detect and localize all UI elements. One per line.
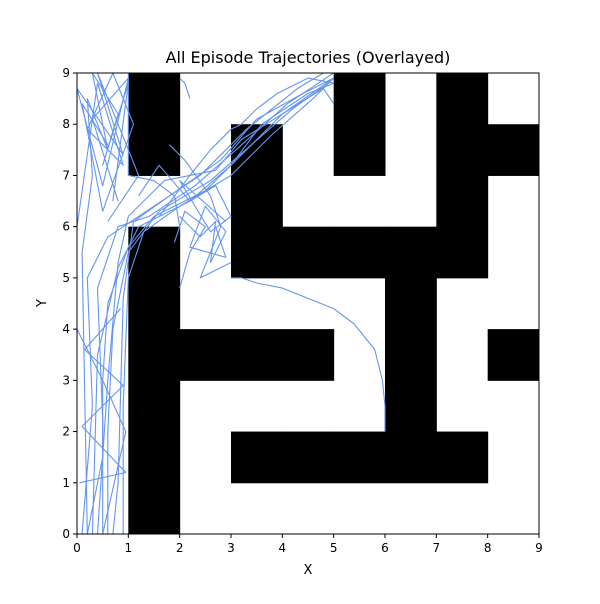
plot-frame [76,72,540,535]
y-tick-label: 6 [62,220,70,234]
wall-cell [436,431,489,484]
x-tick-label: 9 [535,541,543,555]
wall-cell [128,277,181,330]
wall-cell [333,73,386,125]
y-tick-label: 8 [62,117,70,131]
x-axis-label: X [304,563,313,578]
trajectory-line [158,77,334,217]
y-tick-label: 9 [62,66,70,80]
x-tick-label: 5 [330,541,338,555]
wall-cell [231,431,283,484]
y-tick-label: 2 [62,425,70,439]
wall-cell [385,431,437,484]
y-tick-label: 1 [62,476,70,490]
wall-cell [385,329,437,381]
wall-cell [436,226,489,279]
x-tick-label: 7 [433,541,441,555]
wall-cell [282,226,335,279]
trajectory-line [79,308,127,484]
wall-cell [333,431,386,484]
trajectory-line [169,144,232,279]
x-axis-ticks: 0 1 2 3 4 5 6 7 8 9 [73,534,543,555]
wall-cell [282,329,335,381]
wall-cell [436,175,489,228]
wall-cell [128,124,181,176]
trajectory-line [179,205,227,264]
wall-cell [385,380,437,433]
trajectory-line [81,72,324,535]
wall-cell [231,226,283,279]
chart-title: All Episode Trajectories (Overlayed) [166,48,451,67]
x-tick-label: 1 [125,541,133,555]
trajectory-line [231,277,386,432]
trajectory-line [81,72,129,535]
wall-cell [436,124,489,176]
wall-cell [128,482,181,535]
trajectory-line [127,73,206,289]
x-tick-label: 8 [484,541,492,555]
wall-cell [128,73,181,125]
y-tick-label: 3 [62,373,70,387]
x-tick-label: 4 [279,541,287,555]
plot-area [76,72,540,535]
trajectory-line [107,82,329,534]
y-tick-label: 7 [62,168,70,182]
trajectory-line [138,164,232,233]
wall-cell [128,380,181,433]
y-axis-ticks: 0 1 2 3 4 5 6 7 8 9 [62,66,77,541]
wall-cell [333,226,386,279]
wall-cell [487,329,540,381]
x-tick-label: 2 [176,541,184,555]
wall-cell [385,226,437,279]
wall-cell [128,329,181,381]
wall-cell [128,431,181,484]
x-tick-label: 0 [73,541,81,555]
x-tick-label: 3 [227,541,235,555]
wall-cell [179,329,232,381]
wall-cell [128,226,181,279]
wall-cell [436,73,489,125]
x-tick-label: 6 [381,541,389,555]
wall-cell [231,329,283,381]
wall-cell [487,124,540,176]
wall-cell [333,124,386,176]
trajectory-line [179,77,191,99]
wall-cell [231,175,283,228]
y-tick-label: 0 [62,527,70,541]
trajectory-line [112,77,334,535]
wall-cell [282,431,335,484]
y-tick-label: 5 [62,271,70,285]
y-tick-label: 4 [62,322,70,336]
y-axis-label: Y [35,299,50,308]
trajectory-line [96,72,335,534]
wall-cell [385,277,437,330]
